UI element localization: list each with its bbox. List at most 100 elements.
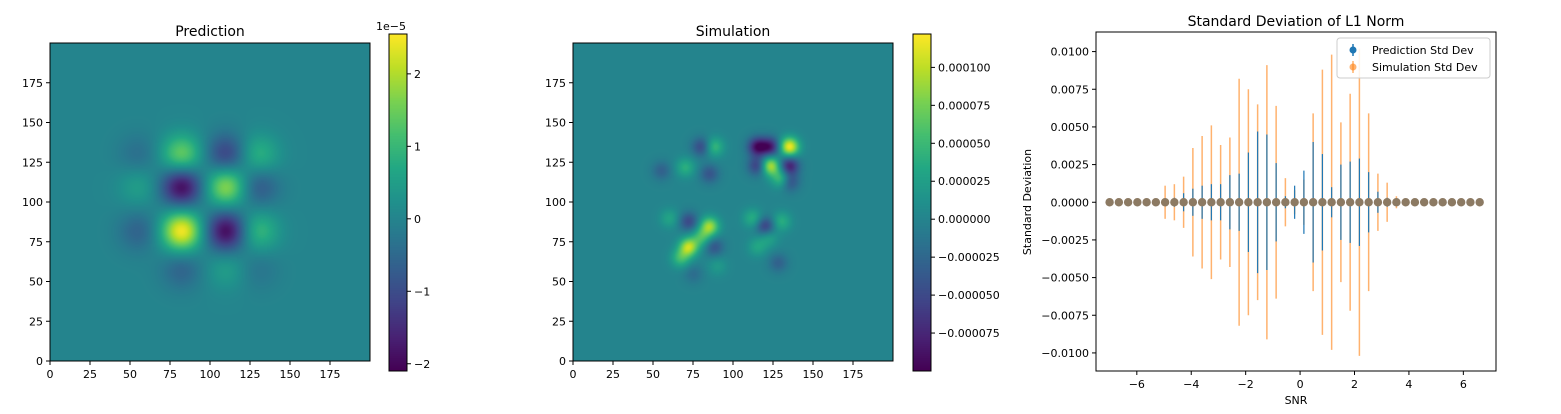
prediction-heatmap [50, 43, 370, 361]
data-point-marker [1290, 198, 1299, 207]
simulation-title: Simulation [696, 24, 771, 40]
simulation-colorbar-ticks: −0.000075 −0.000050 −0.000025 0.000000 0.000… [931, 61, 1000, 340]
prediction-colorbar-frame [389, 34, 407, 371]
stddev-plot-area [1105, 48, 1484, 356]
data-point-marker [1438, 198, 1447, 207]
prediction-x-tick-label: 150 [280, 368, 301, 381]
simulation-x-tick-label: 125 [763, 368, 784, 381]
data-point-marker [1234, 198, 1244, 207]
prediction-colorbar-offset: 1e−5 [376, 20, 406, 33]
simulation-colorbar-tick-label: 0.000050 [938, 137, 991, 150]
simulation-colorbar-tick-label: −0.000050 [938, 289, 1000, 302]
prediction-y-tick-label: 50 [29, 276, 43, 289]
data-point-marker [1345, 198, 1355, 207]
simulation-x-ticks: 0 25 50 75 100 125 150 175 [570, 361, 864, 381]
data-point-marker [1410, 198, 1420, 207]
legend-box [1336, 37, 1491, 79]
stddev-x-tick-label: 6 [1460, 378, 1467, 391]
prediction-x-tick-label: 100 [200, 368, 221, 381]
stddev-x-tick-label: 0 [1297, 378, 1304, 391]
data-point-marker [1299, 198, 1309, 207]
prediction-y-tick-label: 175 [22, 77, 43, 90]
prediction-colorbar-tick-label: 0 [414, 213, 421, 226]
simulation-colorbar-tick-label: 0.000025 [938, 175, 991, 188]
legend-prediction-marker [1349, 46, 1357, 54]
stddev-y-tick-label: 0.0050 [1051, 121, 1090, 134]
stddev-x-tick-label: −2 [1238, 378, 1254, 391]
data-point-marker [1225, 198, 1235, 207]
simulation-x-tick-label: 150 [803, 368, 824, 381]
stddev-panel: Standard Deviation of L1 Norm −6 −4 −2 0 2 4 6… [1021, 14, 1497, 407]
prediction-y-tick-label: 150 [22, 117, 43, 130]
prediction-panel: Prediction 0 25 50 75 100 125 150 175 025507510… [22, 20, 430, 381]
simulation-x-tick-label: 100 [723, 368, 744, 381]
data-point-marker [1216, 198, 1225, 207]
stddev-y-tick-label: 0.0000 [1051, 196, 1090, 209]
simulation-colorbar-tick-label: 0.000100 [938, 61, 991, 74]
data-point-marker [1336, 198, 1346, 207]
stddev-x-tick-label: −6 [1129, 378, 1145, 391]
data-point-marker [1123, 198, 1133, 207]
stddev-y-tick-label: 0.0075 [1051, 83, 1090, 96]
prediction-x-tick-label: 125 [240, 368, 261, 381]
data-point-marker [1142, 198, 1151, 207]
simulation-heatmap-frame [573, 43, 893, 361]
prediction-y-tick-label: 100 [22, 196, 43, 209]
simulation-x-tick-label: 175 [843, 368, 864, 381]
data-point-marker [1160, 198, 1170, 207]
stddev-y-tick-label: −0.0075 [1041, 309, 1089, 322]
data-point-marker [1456, 198, 1466, 207]
data-point-marker [1151, 198, 1161, 207]
simulation-heatmap [573, 43, 893, 361]
prediction-colorbar-tick-label: 1 [414, 140, 421, 153]
stddev-y-tick-label: 0.0100 [1051, 46, 1090, 59]
data-point-marker [1382, 198, 1392, 207]
data-point-marker [1207, 198, 1216, 207]
data-point-marker [1429, 198, 1438, 207]
stddev-y-ticks: −0.0100 −0.0075 −0.0050 −0.0025 0.0000 0.0025… [1041, 46, 1096, 360]
prediction-colorbar-tick-label: 2 [414, 68, 421, 81]
stddev-x-label: SNR [1285, 394, 1308, 407]
stddev-y-tick-label: −0.0100 [1041, 347, 1089, 360]
simulation-colorbar-tick-label: −0.000075 [938, 327, 1000, 340]
prediction-y-tick-label: 75 [29, 236, 43, 249]
simulation-colorbar-tick-label: 0.000075 [938, 99, 991, 112]
data-point-marker [1327, 198, 1336, 207]
simulation-x-tick-label: 25 [606, 368, 620, 381]
simulation-y-ticks: 0 25 50 75 100 125 150 175 [545, 77, 573, 368]
simulation-y-tick-label: 100 [545, 196, 566, 209]
simulation-x-tick-label: 75 [686, 368, 700, 381]
data-point-marker [1271, 198, 1281, 207]
simulation-y-tick-label: 0 [559, 355, 566, 368]
data-point-marker [1355, 198, 1364, 207]
simulation-panel: Simulation 0 25 50 75 100 125 150 175 0 25 50 75 10… [545, 24, 1000, 381]
simulation-x-tick-label: 0 [570, 368, 577, 381]
prediction-colorbar-outline [388, 33, 408, 372]
data-point-marker [1318, 198, 1327, 207]
prediction-title: Prediction [175, 24, 245, 40]
prediction-x-tick-label: 25 [83, 368, 97, 381]
simulation-x-tick-label: 50 [646, 368, 660, 381]
data-point-marker [1281, 198, 1290, 207]
simulation-y-tick-label: 25 [552, 315, 566, 328]
data-point-marker [1392, 198, 1401, 207]
data-point-marker [1447, 198, 1457, 207]
data-point-marker [1262, 198, 1272, 207]
prediction-y-tick-label: 25 [29, 315, 43, 328]
data-point-marker [1244, 198, 1253, 207]
simulation-y-tick-label: 175 [545, 77, 566, 90]
simulation-colorbar-frame [913, 34, 931, 371]
data-point-marker [1419, 198, 1429, 207]
data-point-marker [1253, 198, 1262, 207]
prediction-x-tick-label: 175 [320, 368, 341, 381]
legend-entry-prediction: Prediction Std Dev [1349, 44, 1474, 57]
data-point-marker [1373, 198, 1383, 207]
prediction-heatmap-frame [50, 43, 370, 361]
prediction-x-ticks: 0 25 50 75 100 125 150 175 [47, 361, 341, 381]
prediction-colorbar-tick-label: −1 [414, 285, 430, 298]
data-point-marker [1466, 198, 1475, 207]
simulation-y-tick-label: 50 [552, 276, 566, 289]
data-point-marker [1179, 198, 1188, 207]
prediction-x-tick-label: 50 [123, 368, 137, 381]
